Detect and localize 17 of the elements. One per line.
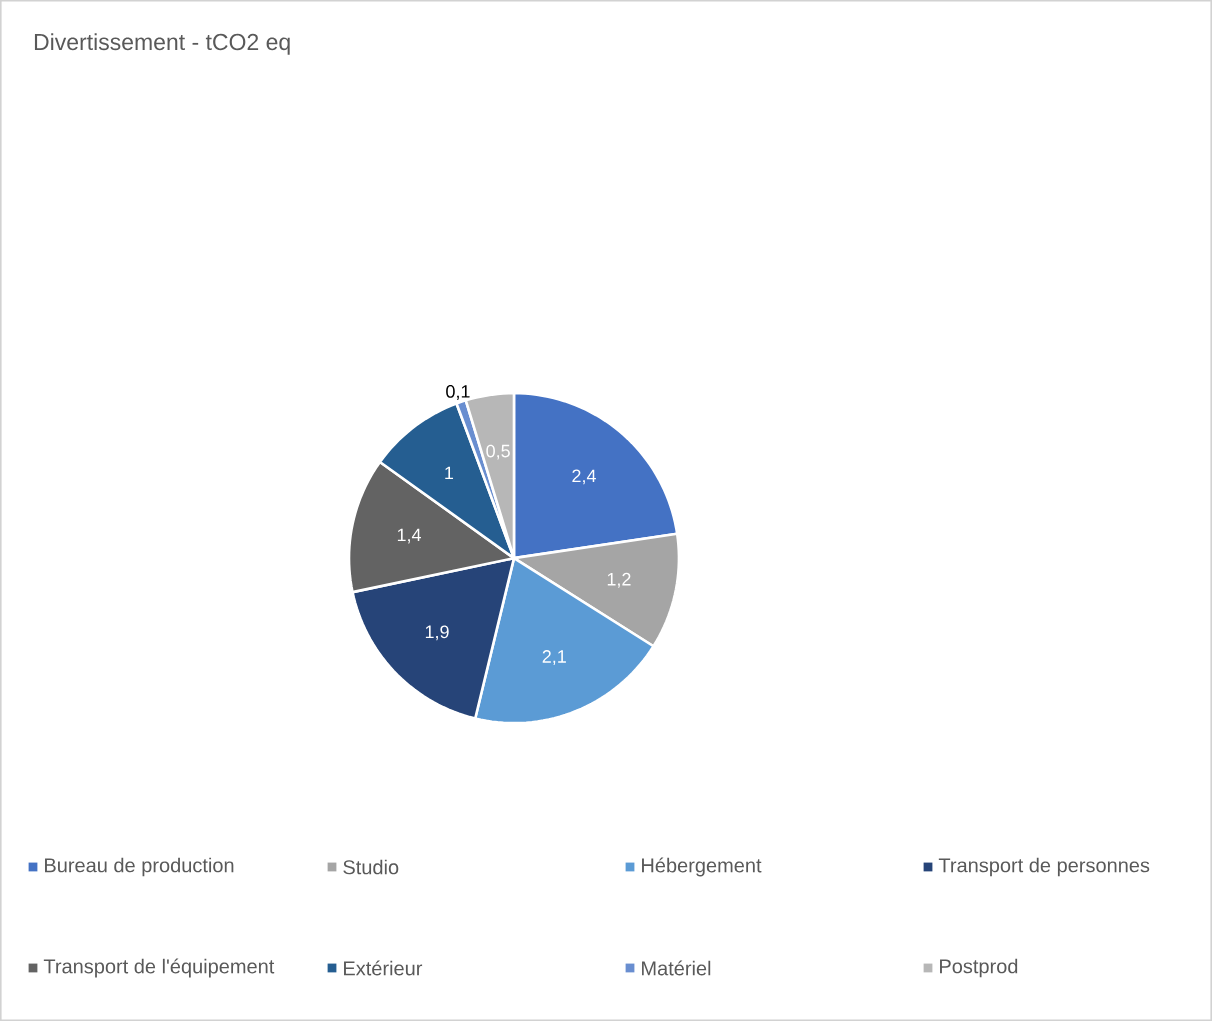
legend-label: Studio [343, 859, 399, 875]
legend-label: Extérieur [344, 960, 423, 976]
data-label: 1,9 [425, 625, 449, 641]
data-label: 2,4 [572, 469, 596, 485]
data-label: 0,5 [486, 444, 510, 460]
legend-label: Bureau de production [45, 857, 234, 877]
data-label: 1,4 [397, 528, 421, 544]
data-label: 1,2 [607, 572, 631, 588]
data-label: 0,1 [446, 385, 470, 400]
legend-label: Transport de l'équipement [43, 958, 275, 978]
legend-label: Transport de personnes [938, 857, 1150, 877]
legend-label: Postprod [940, 958, 1018, 978]
data-label: 2,1 [542, 650, 566, 665]
legend-label: Hébergement [642, 857, 762, 877]
legend-label: Matériel [642, 960, 711, 976]
data-label: 1 [445, 466, 454, 480]
chart-title: Divertissement - tCO2 eq [34, 33, 290, 55]
